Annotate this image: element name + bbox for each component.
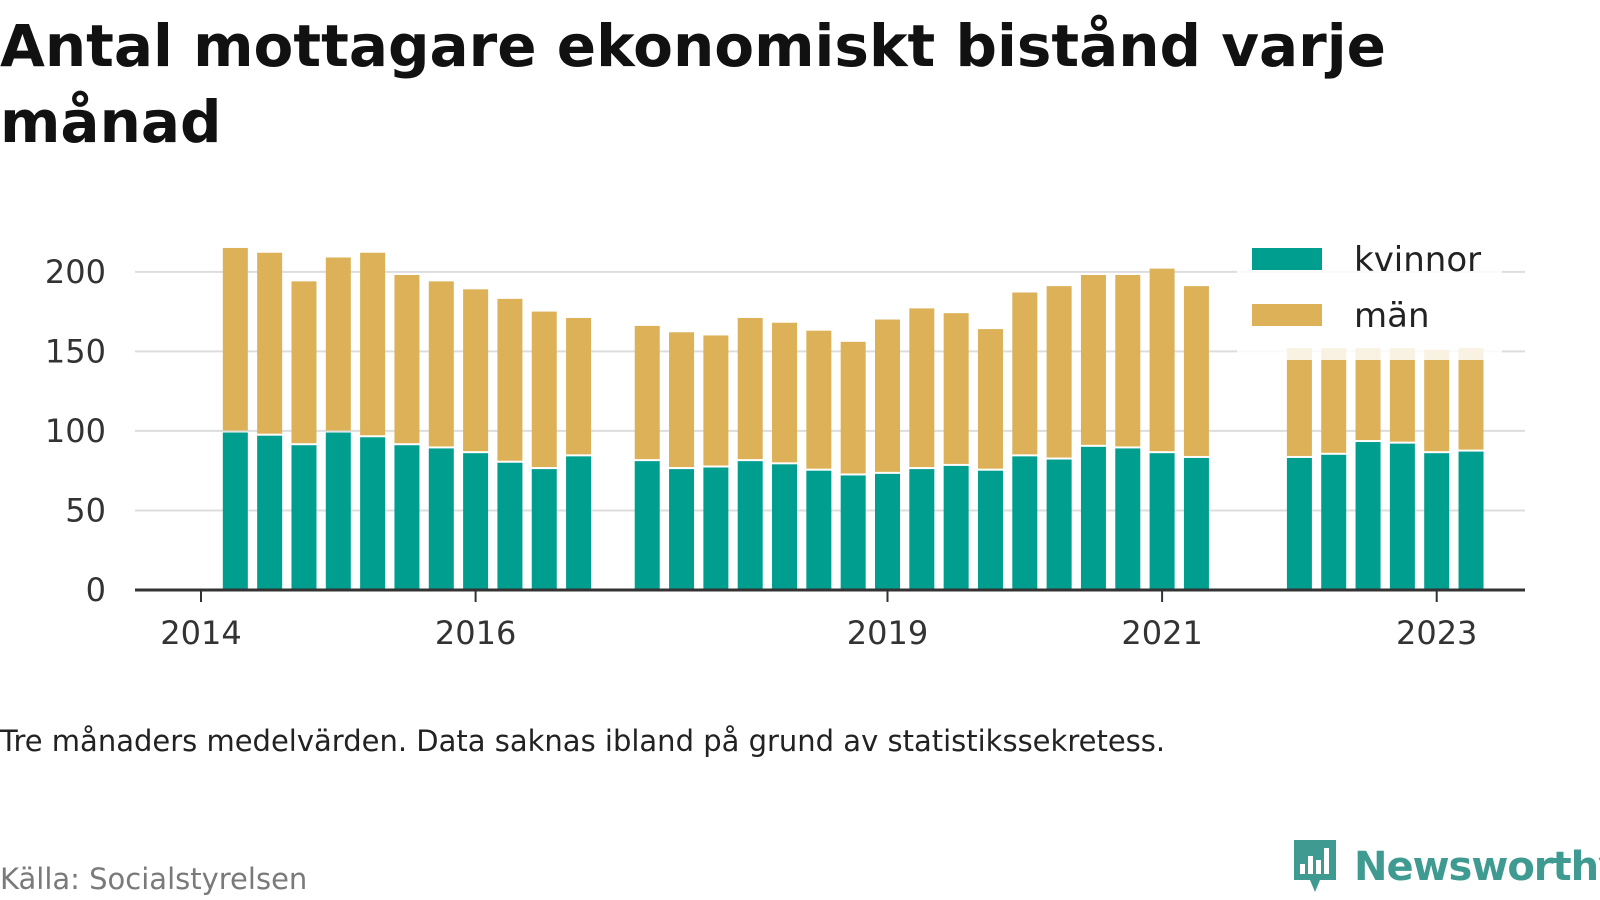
bar-man <box>1012 292 1038 455</box>
y-tick-label: 200 <box>45 253 106 291</box>
x-tick-label: 2014 <box>160 614 241 652</box>
bars <box>222 247 1484 590</box>
bar-kvinnor <box>669 469 695 590</box>
x-tick-label: 2021 <box>1121 614 1202 652</box>
stacked-bar-chart: 0 50 100 150 200 2014 2016 2019 2021 2023 kvinnor… <box>44 236 1525 652</box>
bar-kvinnor <box>257 435 283 590</box>
newsworthy-logo[interactable]: Newsworthy <box>1290 838 1600 896</box>
bar-kvinnor <box>1183 457 1209 590</box>
bar-man <box>634 325 660 460</box>
bar-man <box>909 308 935 468</box>
bar-man <box>737 317 763 460</box>
source-label: Källa: Socialstyrelsen <box>0 862 308 896</box>
brand-name: Newsworthy <box>1354 844 1600 890</box>
bar-kvinnor <box>1149 453 1175 590</box>
axes: 0 50 100 150 200 2014 2016 2019 2021 2023 <box>45 253 1525 652</box>
bar-man <box>394 275 420 444</box>
bar-kvinnor <box>566 456 592 590</box>
bar-kvinnor <box>943 465 969 590</box>
bar-kvinnor <box>772 464 798 590</box>
bar-kvinnor <box>428 448 454 590</box>
bar-man <box>1183 286 1209 456</box>
bar-kvinnor <box>1012 456 1038 590</box>
bar-man <box>875 319 900 472</box>
bar-man <box>222 247 248 431</box>
bar-man <box>1355 348 1381 441</box>
bar-kvinnor <box>291 445 317 590</box>
bar-kvinnor <box>222 432 248 590</box>
bar-kvinnor <box>1286 457 1312 590</box>
bar-kvinnor <box>1424 453 1450 590</box>
bar-kvinnor <box>737 461 763 590</box>
bar-man <box>463 289 489 452</box>
bar-kvinnor <box>1080 446 1106 590</box>
bar-man <box>1321 348 1347 453</box>
x-tick-label: 2023 <box>1396 614 1477 652</box>
bar-man <box>1286 348 1312 456</box>
bar-man <box>566 317 592 455</box>
legend-swatch-man <box>1252 304 1322 326</box>
bar-man <box>703 335 729 466</box>
y-tick-label: 150 <box>45 332 106 370</box>
bar-kvinnor <box>497 462 523 590</box>
bar-kvinnor <box>325 432 351 590</box>
bar-kvinnor <box>1046 459 1072 590</box>
bar-man <box>669 332 695 468</box>
bar-kvinnor <box>531 469 557 590</box>
bar-man <box>1389 348 1415 442</box>
bar-man <box>806 330 832 469</box>
bar-man <box>1149 268 1175 452</box>
bar-man <box>291 281 317 444</box>
bar-man <box>1424 349 1450 452</box>
bar-man <box>840 341 866 474</box>
bar-kvinnor <box>875 473 900 590</box>
bar-man <box>772 322 798 463</box>
legend: kvinnor män <box>1237 236 1502 360</box>
y-tick-label: 100 <box>45 412 106 450</box>
bar-kvinnor <box>806 470 832 590</box>
y-tick-label: 50 <box>65 491 106 529</box>
bar-kvinnor <box>1389 443 1415 590</box>
chart-bubble-icon <box>1294 840 1336 892</box>
bar-man <box>1080 275 1106 445</box>
bar-kvinnor <box>1355 442 1381 590</box>
bar-man <box>531 311 557 468</box>
bar-man <box>428 281 454 447</box>
bar-kvinnor <box>1458 451 1484 590</box>
bar-man <box>257 252 283 434</box>
bar-kvinnor <box>360 437 386 590</box>
bar-man <box>1115 275 1141 447</box>
x-tick-label: 2016 <box>435 614 516 652</box>
bar-kvinnor <box>840 475 866 590</box>
legend-swatch-kvinnor <box>1252 248 1322 270</box>
bar-man <box>325 257 351 431</box>
bar-man <box>977 329 1003 469</box>
bar-kvinnor <box>634 461 660 590</box>
chart-note: Tre månaders medelvärden. Data saknas ib… <box>0 724 1166 758</box>
legend-label: män <box>1354 296 1430 336</box>
bar-kvinnor <box>909 469 935 590</box>
x-tick-label: 2019 <box>847 614 928 652</box>
bar-kvinnor <box>394 445 420 590</box>
legend-label: kvinnor <box>1354 240 1481 280</box>
chart-title: Antal mottagare ekonomiskt bistånd varje… <box>0 12 1386 156</box>
bar-man <box>360 252 386 436</box>
bar-man <box>943 313 969 464</box>
bar-kvinnor <box>463 453 489 590</box>
bar-man <box>1458 348 1484 450</box>
bar-kvinnor <box>703 467 729 590</box>
bar-kvinnor <box>1115 448 1141 590</box>
bar-kvinnor <box>977 470 1003 590</box>
y-tick-label: 0 <box>86 571 106 609</box>
bar-kvinnor <box>1321 454 1347 590</box>
bar-man <box>1046 286 1072 458</box>
bar-man <box>497 298 523 461</box>
